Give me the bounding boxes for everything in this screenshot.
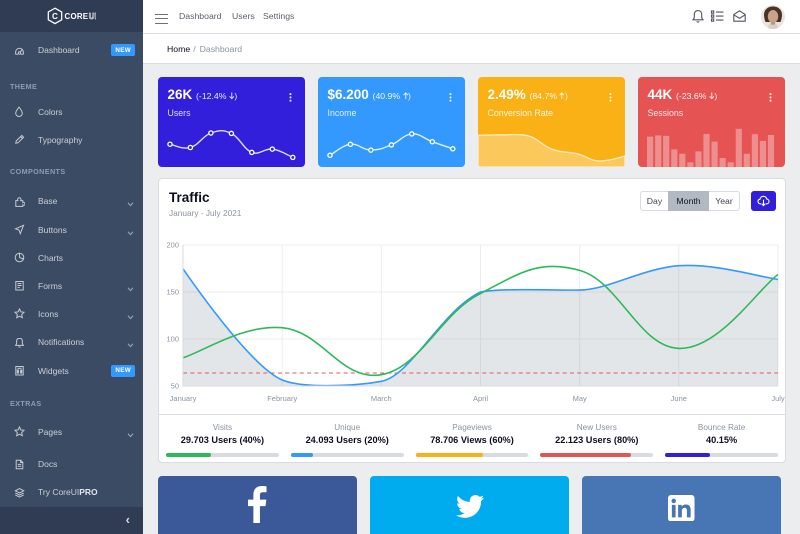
svg-text:200: 200 bbox=[166, 241, 179, 250]
svg-text:January: January bbox=[170, 394, 197, 403]
svg-text:March: March bbox=[371, 394, 392, 403]
svg-text:May: May bbox=[573, 394, 587, 403]
svg-text:July: July bbox=[771, 394, 785, 403]
svg-text:June: June bbox=[671, 394, 687, 403]
svg-text:CORE: CORE bbox=[65, 12, 89, 21]
svg-text:February: February bbox=[267, 394, 297, 403]
svg-text:April: April bbox=[473, 394, 488, 403]
svg-text:C: C bbox=[52, 12, 58, 21]
svg-text:150: 150 bbox=[166, 288, 179, 297]
svg-text:100: 100 bbox=[166, 335, 179, 344]
svg-text:50: 50 bbox=[171, 382, 179, 391]
svg-text:UI: UI bbox=[89, 12, 96, 21]
